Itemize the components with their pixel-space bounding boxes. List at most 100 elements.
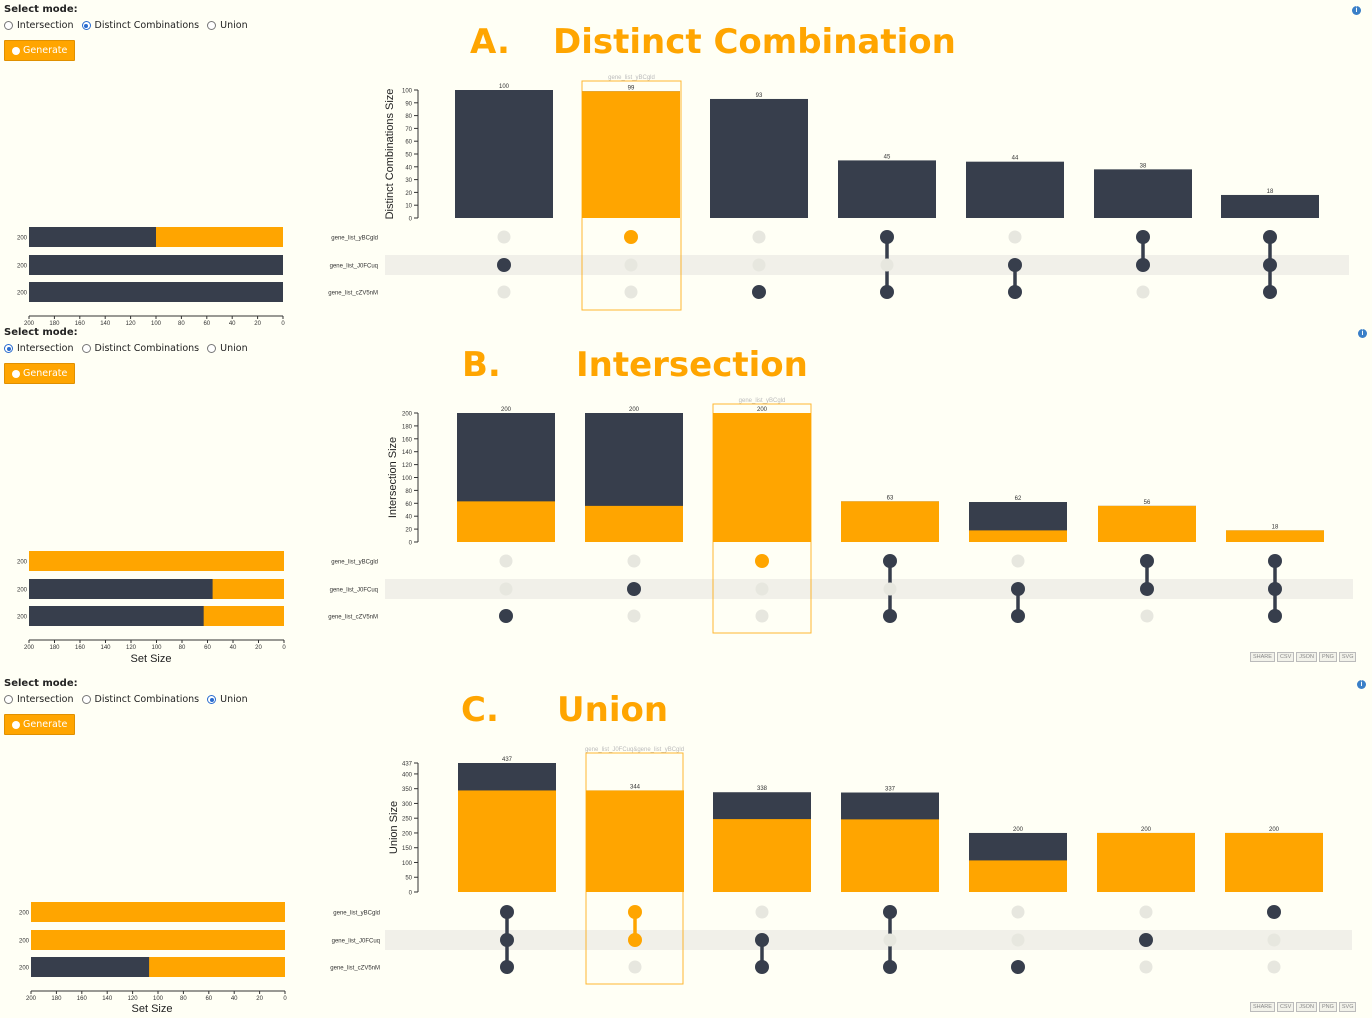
radio-circle-icon[interactable]	[207, 695, 217, 704]
matrix-dot-active[interactable]	[883, 960, 897, 974]
bar-highlight[interactable]	[1226, 530, 1324, 542]
matrix-dot-active[interactable]	[1268, 582, 1282, 596]
matrix-dot-inactive[interactable]	[628, 960, 642, 974]
matrix-dot-active[interactable]	[1011, 609, 1025, 623]
bar-highlight[interactable]	[457, 501, 555, 542]
radio-circle-icon[interactable]	[81, 21, 91, 30]
matrix-dot-inactive[interactable]	[1011, 905, 1025, 919]
matrix-dot-inactive[interactable]	[1267, 960, 1281, 974]
matrix-dot-inactive[interactable]	[1140, 609, 1154, 623]
matrix-dot-active[interactable]	[755, 960, 769, 974]
matrix-dot-inactive[interactable]	[497, 230, 511, 244]
bar-highlight[interactable]	[1097, 832, 1195, 892]
matrix-dot-active[interactable]	[883, 905, 897, 919]
matrix-dot-active[interactable]	[880, 230, 894, 244]
mode-radio-union[interactable]: Union	[207, 20, 248, 31]
matrix-dot-active[interactable]	[627, 582, 641, 596]
bar-total[interactable]	[1221, 194, 1319, 218]
matrix-dot-inactive[interactable]	[1267, 933, 1281, 947]
generate-button[interactable]: Generate	[4, 714, 76, 735]
matrix-dot-active[interactable]	[1263, 230, 1277, 244]
matrix-dot-inactive[interactable]	[1008, 230, 1022, 244]
mode-radio-distinct-combinations[interactable]: Distinct Combinations	[81, 20, 199, 31]
mode-radio-union[interactable]: Union	[207, 694, 248, 705]
export-png-button[interactable]: PNG	[1318, 652, 1337, 662]
bar-highlight[interactable]	[585, 505, 683, 542]
set-size-highlight[interactable]	[203, 606, 284, 626]
matrix-dot-inactive[interactable]	[880, 258, 894, 272]
matrix-dot-inactive[interactable]	[624, 285, 638, 299]
mode-radio-intersection[interactable]: Intersection	[4, 20, 74, 31]
matrix-dot-inactive[interactable]	[1136, 285, 1150, 299]
matrix-dot-active[interactable]	[755, 554, 769, 568]
info-icon[interactable]: i	[1357, 680, 1366, 689]
matrix-dot-active[interactable]	[1136, 230, 1150, 244]
matrix-dot-active[interactable]	[628, 933, 642, 947]
set-size-highlight[interactable]	[31, 902, 285, 922]
matrix-dot-active[interactable]	[1008, 258, 1022, 272]
set-size-highlight[interactable]	[29, 551, 284, 571]
mode-radio-distinct-combinations[interactable]: Distinct Combinations	[81, 694, 199, 705]
radio-circle-icon[interactable]	[4, 21, 13, 30]
matrix-dot-inactive[interactable]	[752, 230, 766, 244]
matrix-dot-active[interactable]	[1263, 258, 1277, 272]
bar-total[interactable]	[838, 160, 936, 218]
matrix-dot-active[interactable]	[1136, 258, 1150, 272]
matrix-dot-inactive[interactable]	[1139, 905, 1153, 919]
matrix-dot-inactive[interactable]	[497, 285, 511, 299]
matrix-dot-active[interactable]	[755, 933, 769, 947]
set-size-bar[interactable]	[29, 282, 283, 302]
matrix-dot-inactive[interactable]	[499, 554, 513, 568]
mode-radio-distinct-combinations[interactable]: Distinct Combinations	[81, 343, 199, 354]
matrix-dot-active[interactable]	[752, 285, 766, 299]
set-size-highlight[interactable]	[156, 227, 283, 247]
matrix-dot-inactive[interactable]	[1011, 554, 1025, 568]
matrix-dot-active[interactable]	[1011, 960, 1025, 974]
info-icon[interactable]: i	[1352, 6, 1361, 15]
matrix-dot-inactive[interactable]	[755, 905, 769, 919]
bar-highlight[interactable]	[713, 413, 811, 542]
matrix-dot-inactive[interactable]	[755, 609, 769, 623]
matrix-dot-active[interactable]	[1139, 933, 1153, 947]
radio-circle-icon[interactable]	[4, 695, 13, 704]
export-csv-button[interactable]: CSV	[1276, 652, 1295, 662]
bar-highlight[interactable]	[969, 530, 1067, 542]
matrix-dot-inactive[interactable]	[627, 609, 641, 623]
bar-total[interactable]	[455, 90, 553, 218]
matrix-dot-active[interactable]	[628, 905, 642, 919]
bar-highlight[interactable]	[713, 819, 811, 892]
generate-button[interactable]: Generate	[4, 40, 76, 61]
matrix-dot-active[interactable]	[624, 230, 638, 244]
matrix-dot-inactive[interactable]	[755, 582, 769, 596]
info-icon[interactable]: i	[1358, 329, 1367, 338]
matrix-dot-active[interactable]	[880, 285, 894, 299]
bar-total[interactable]	[1094, 169, 1192, 218]
matrix-dot-active[interactable]	[1263, 285, 1277, 299]
export-png-button[interactable]: PNG	[1318, 1002, 1337, 1012]
bar-highlight[interactable]	[458, 790, 556, 892]
matrix-dot-active[interactable]	[1011, 582, 1025, 596]
bar-highlight[interactable]	[969, 860, 1067, 892]
matrix-dot-active[interactable]	[499, 609, 513, 623]
set-size-highlight[interactable]	[149, 957, 285, 977]
generate-button[interactable]: Generate	[4, 363, 76, 384]
matrix-dot-active[interactable]	[1008, 285, 1022, 299]
matrix-dot-inactive[interactable]	[883, 933, 897, 947]
export-json-button[interactable]: JSON	[1296, 652, 1317, 662]
matrix-dot-inactive[interactable]	[624, 258, 638, 272]
matrix-dot-active[interactable]	[497, 258, 511, 272]
mode-radio-intersection[interactable]: Intersection	[4, 694, 74, 705]
matrix-dot-active[interactable]	[883, 609, 897, 623]
matrix-dot-active[interactable]	[1268, 554, 1282, 568]
matrix-dot-active[interactable]	[1267, 905, 1281, 919]
matrix-dot-inactive[interactable]	[752, 258, 766, 272]
export-share-button[interactable]: SHARE	[1250, 1002, 1275, 1012]
mode-radio-intersection[interactable]: Intersection	[4, 343, 74, 354]
matrix-dot-active[interactable]	[500, 905, 514, 919]
export-share-button[interactable]: SHARE	[1250, 652, 1275, 662]
bar-highlight[interactable]	[582, 91, 680, 218]
bar-highlight[interactable]	[1225, 832, 1323, 892]
radio-circle-icon[interactable]	[207, 344, 217, 353]
matrix-dot-inactive[interactable]	[499, 582, 513, 596]
matrix-dot-active[interactable]	[500, 933, 514, 947]
